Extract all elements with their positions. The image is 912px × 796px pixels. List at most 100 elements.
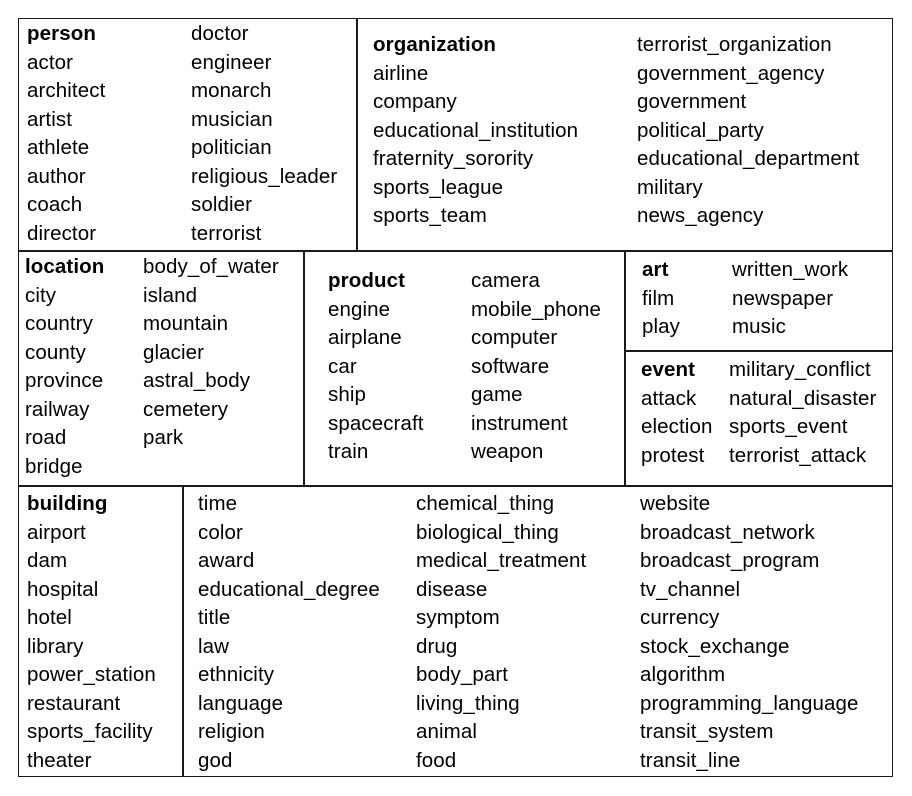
misc-column-3: website broadcast_network broadcast_progra… [640,490,859,775]
type-label: instrument [471,411,568,435]
type-label: park [143,426,184,449]
type-label: color [198,520,243,544]
type-label: monarch [191,79,272,102]
type-label: sports_facility [27,720,153,743]
type-label: programming_language [640,691,859,715]
type-label: stock_exchange [640,634,790,658]
type-label: political_party [637,118,764,142]
type-label: chemical_thing [416,492,555,515]
type-label: theater [27,748,92,772]
organization-column-1: organization airline company educational_in… [373,31,578,231]
type-label: country [25,312,93,335]
type-label: title [198,606,231,629]
col-divider-product-art [624,250,626,486]
type-label: sports_team [373,204,487,227]
type-label: airline [373,61,429,85]
type-label: train [328,440,369,463]
type-label: religion [198,720,265,743]
type-label: county [25,340,86,364]
type-label: play [642,315,681,338]
type-label: cemetery [143,397,229,421]
person-column-2: doctor engineer monarch musician politician r… [191,20,337,248]
type-label: body_part [416,663,509,686]
building-column: building airport dam hospital hotel library po… [27,490,156,775]
type-label: library [27,634,84,658]
type-label: mobile_phone [471,297,601,321]
type-label: website [640,492,711,515]
type-label: director [27,221,97,245]
type-label: protest [641,443,705,467]
row-divider-art-event [624,350,893,352]
type-label: car [328,354,357,378]
type-label: broadcast_program [640,549,820,572]
art-category-heading: art [642,258,669,281]
type-label: ethnicity [198,663,275,686]
art-column-2: written_work newspaper music [732,256,848,342]
type-label: coach [27,193,83,216]
type-label: military_conflict [729,358,871,381]
type-label: astral_body [143,369,251,392]
type-label: computer [471,326,558,349]
organization-column-2: terrorist_organization government_agency g… [637,31,859,231]
type-label: artist [27,107,73,131]
type-label: government [637,90,747,113]
product-category-heading: product [328,269,405,292]
type-label: animal [416,720,477,743]
type-label: island [143,283,198,307]
type-label: ship [328,383,367,406]
type-label: terrorist [191,221,262,245]
type-label: body_of_water [143,255,279,278]
type-label: engine [328,297,391,321]
type-label: transit_line [640,748,741,772]
type-label: author [27,164,86,188]
type-label: sports_event [729,415,848,438]
type-label: architect [27,79,106,102]
event-category-heading: event [641,358,696,381]
type-label: government_agency [637,61,825,85]
product-column-2: camera mobile_phone computer software game in… [471,267,601,467]
type-label: doctor [191,22,249,45]
type-label: educational_department [637,147,860,170]
type-label: food [416,748,457,772]
type-label: election [641,415,713,438]
type-label: software [471,354,550,378]
event-column-1: event attack election protest [641,356,712,470]
type-label: terrorist_attack [729,443,867,467]
type-label: musician [191,107,273,131]
type-label: law [198,634,230,658]
type-label: military [637,175,703,199]
row-divider-top [18,250,893,252]
person-column-1: person actor architect artist athlete author c… [27,20,105,248]
type-label: news_agency [637,204,764,227]
type-label: engineer [191,50,272,74]
col-divider-building-misc [182,485,184,777]
type-label: educational_degree [198,577,380,601]
type-label: bridge [25,454,83,478]
type-label: hospital [27,577,99,601]
type-label: film [642,286,675,310]
type-label: fraternity_sorority [373,147,534,170]
type-label: game [471,383,523,406]
type-label: broadcast_network [640,520,815,544]
type-label: disease [416,577,488,601]
type-label: living_thing [416,691,520,715]
type-label: medical_treatment [416,549,587,572]
row-divider-bottom [18,485,893,487]
type-label: biological_thing [416,520,559,544]
type-label: dam [27,549,68,572]
type-label: politician [191,136,272,159]
type-table [18,18,893,777]
type-label: spacecraft [328,411,424,435]
type-label: natural_disaster [729,386,877,410]
type-label: language [198,691,284,715]
type-label: god [198,748,233,772]
type-label: weapon [471,440,544,463]
type-label: road [25,426,67,449]
type-label: music [732,315,787,338]
location-category-heading: location [25,255,105,278]
misc-column-2: chemical_thing biological_thing medical_tr… [416,490,586,775]
art-column-1: art film play [642,256,680,342]
type-label: railway [25,397,90,421]
type-label: transit_system [640,720,774,743]
person-category-heading: person [27,22,96,45]
